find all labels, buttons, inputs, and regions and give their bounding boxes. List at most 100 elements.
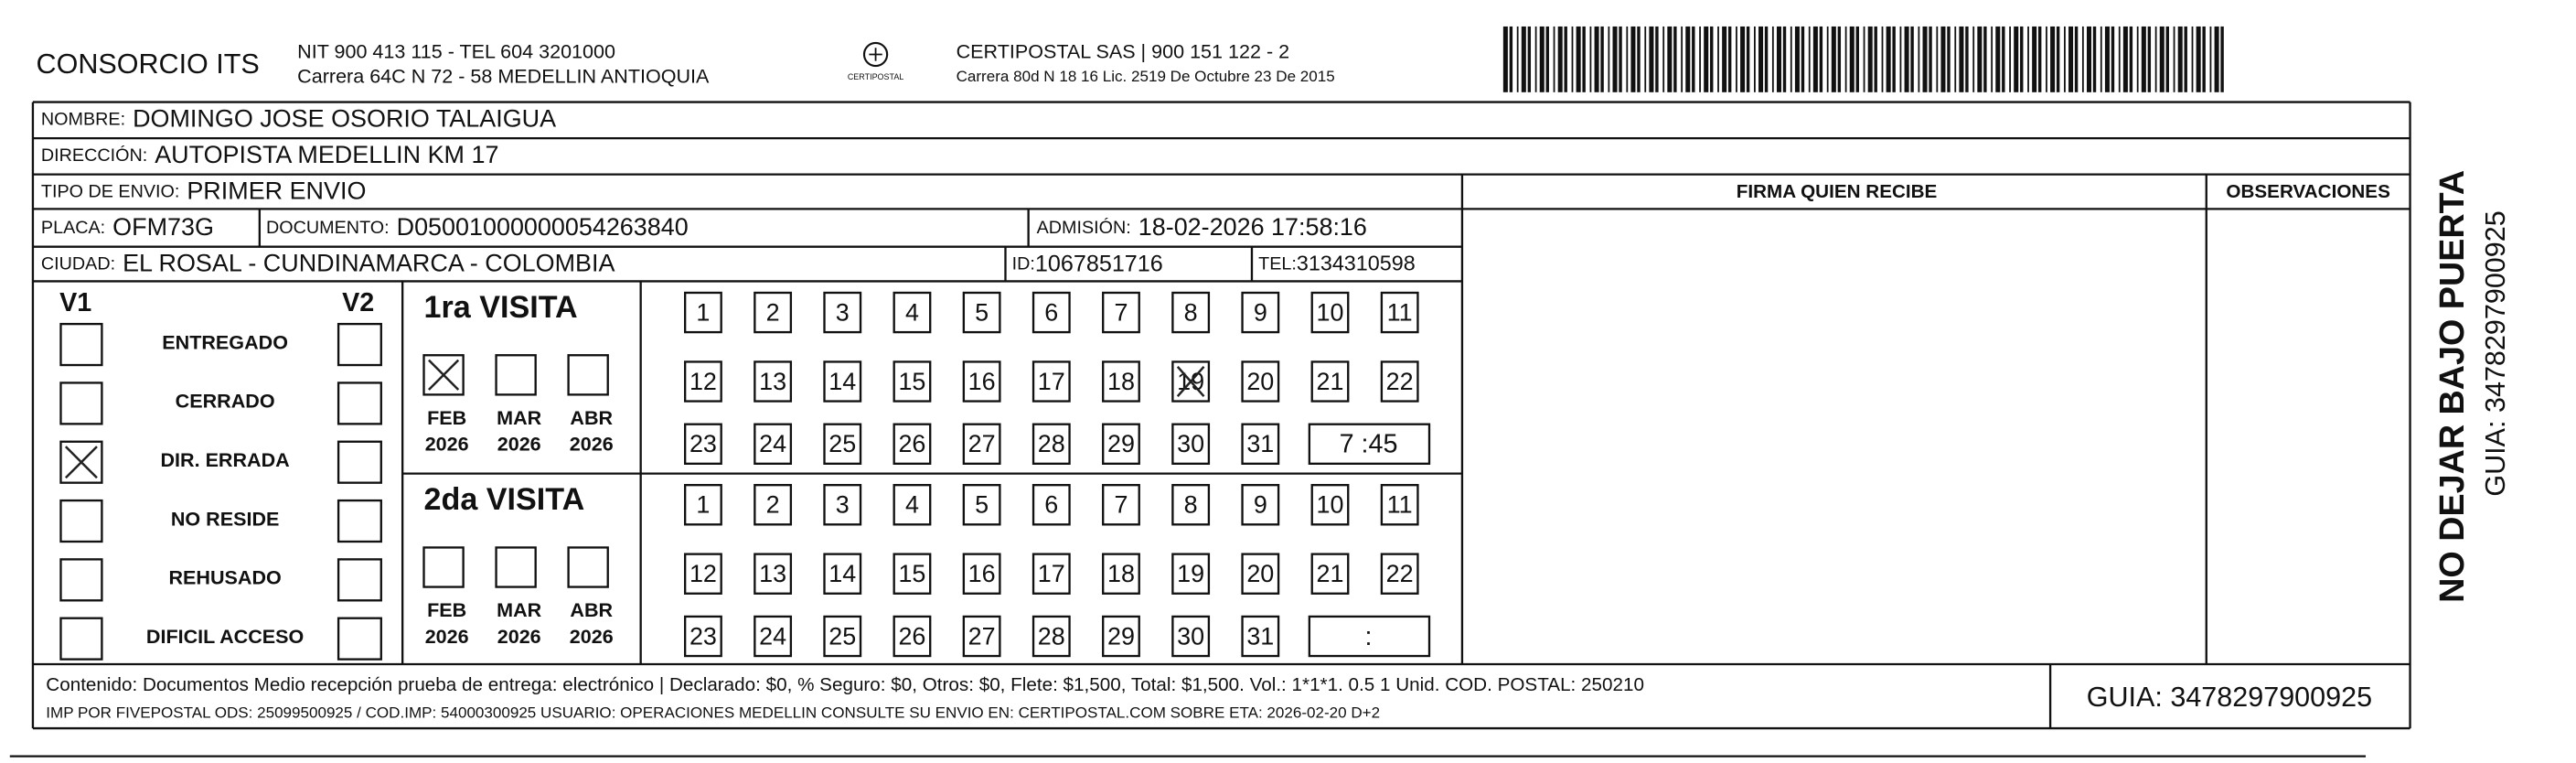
day-box — [683, 360, 722, 403]
address: Carrera 64C N 72 - 58 MEDELLIN ANTIOQUIA — [297, 64, 710, 87]
day: 26 — [898, 622, 925, 650]
bar-stripe — [1699, 26, 1701, 92]
bar-stripe — [1704, 26, 1709, 92]
status: ENTREGADO CERRADO DIR. ERRADA NO RESIDE REHU… — [59, 322, 382, 661]
bar-stripe — [2147, 26, 2152, 92]
bar-stripe — [1662, 26, 1665, 92]
bar-stripe — [2086, 26, 2092, 92]
day-box — [683, 484, 722, 526]
v2-checkbox — [337, 499, 382, 543]
bar-stripe — [1673, 26, 1677, 92]
bar-stripe — [2154, 26, 2157, 92]
month-checkbox — [567, 354, 609, 396]
day-box — [1102, 553, 1140, 595]
field-tel: TEL:3134310598 — [1258, 252, 1416, 275]
bar-stripe — [1918, 26, 1920, 92]
v1-checkbox — [59, 617, 103, 661]
month-checkbox — [495, 354, 537, 396]
value: 1067851716 — [1035, 251, 1163, 276]
day-box — [1031, 291, 1071, 334]
field-admision: ADMISIÓN: 18-02-2026 17:58:16 — [1037, 213, 1367, 242]
label: PLACA: — [41, 218, 105, 238]
day: 4 — [905, 491, 919, 519]
time: : — [1365, 622, 1373, 651]
day-box — [754, 423, 793, 465]
field-placa: PLACA: OFM73G — [41, 213, 214, 242]
day-box — [823, 615, 862, 658]
day: 27 — [968, 430, 996, 457]
day-box — [683, 553, 722, 595]
bar-stripe — [1754, 26, 1756, 92]
day-box — [1241, 291, 1280, 334]
bar-stripe — [1644, 26, 1647, 92]
day: 19 — [1177, 560, 1204, 587]
bar-stripe — [1600, 26, 1604, 92]
day-box — [1031, 484, 1071, 526]
day-box — [962, 360, 1001, 403]
bar-stripe — [1740, 26, 1746, 92]
carrier: CERTIPOSTAL SAS | 900 151 122 - 2 — [957, 39, 1290, 62]
day-box — [683, 423, 722, 465]
day-box — [754, 484, 793, 526]
day: 25 — [828, 622, 856, 650]
field-tipo: TIPO DE ENVIO: PRIMER ENVIO — [41, 177, 367, 206]
bar-stripe — [1790, 26, 1792, 92]
bar-stripe — [1808, 26, 1811, 92]
bar-stripe — [1521, 26, 1526, 92]
bar-stripe — [2064, 26, 2066, 92]
handwritten-x — [1176, 365, 1205, 398]
day-box — [1102, 360, 1140, 403]
bar-stripe — [1608, 26, 1610, 92]
reason: DIR. ERRADA — [160, 448, 289, 471]
bar-stripe — [1692, 26, 1695, 92]
day: 8 — [1184, 298, 1198, 326]
day: 18 — [1107, 368, 1135, 395]
bar-stripe — [1954, 26, 1957, 92]
day-box — [754, 553, 793, 595]
day-box — [893, 291, 932, 334]
day: 29 — [1107, 430, 1135, 457]
bar-stripe — [1582, 26, 1586, 92]
bar-stripe — [1831, 26, 1836, 92]
day-box — [1241, 553, 1280, 595]
bar-stripe — [1589, 26, 1592, 92]
label: TEL: — [1258, 254, 1297, 274]
day-box — [1031, 423, 1071, 465]
day-box — [754, 291, 793, 334]
label: DOCUMENTO: — [266, 218, 390, 238]
value: 18-02-2026 17:58:16 — [1138, 213, 1367, 241]
bar-stripe — [2122, 26, 2128, 92]
day-box — [962, 615, 1001, 658]
year: 2026 — [425, 433, 469, 456]
time-box — [1308, 423, 1431, 465]
day-box — [1102, 484, 1140, 526]
bar-stripe — [1626, 26, 1629, 92]
bar-stripe — [1977, 26, 1983, 92]
bar-stripe — [2050, 26, 2056, 92]
value: PRIMER ENVIO — [187, 177, 366, 205]
label: ADMISIÓN: — [1037, 217, 1131, 238]
bar-stripe — [1936, 26, 1939, 92]
day: 13 — [759, 560, 786, 587]
handwritten-x — [428, 359, 460, 391]
bar-stripe — [1545, 26, 1549, 92]
value: 3134310598 — [1297, 252, 1416, 275]
field-id: ID:1067851716 — [1012, 251, 1163, 276]
day-box — [962, 423, 1001, 465]
bar-stripe — [1710, 26, 1714, 92]
day: 13 — [759, 368, 786, 395]
bar-stripe — [1717, 26, 1719, 92]
day: 22 — [1386, 560, 1414, 587]
day: 3 — [836, 298, 850, 326]
day: 5 — [975, 491, 989, 519]
bar-stripe — [1502, 26, 1508, 92]
carrier-address: Carrera 80d N 18 16 Lic. 2519 De Octubre… — [957, 68, 1335, 85]
column-header: FIRMA QUIEN RECIBE — [1737, 181, 1938, 202]
day-box — [754, 360, 793, 403]
footer-guia: GUIA: 3478297900925 — [2087, 682, 2372, 713]
bar-stripe — [2037, 26, 2042, 92]
